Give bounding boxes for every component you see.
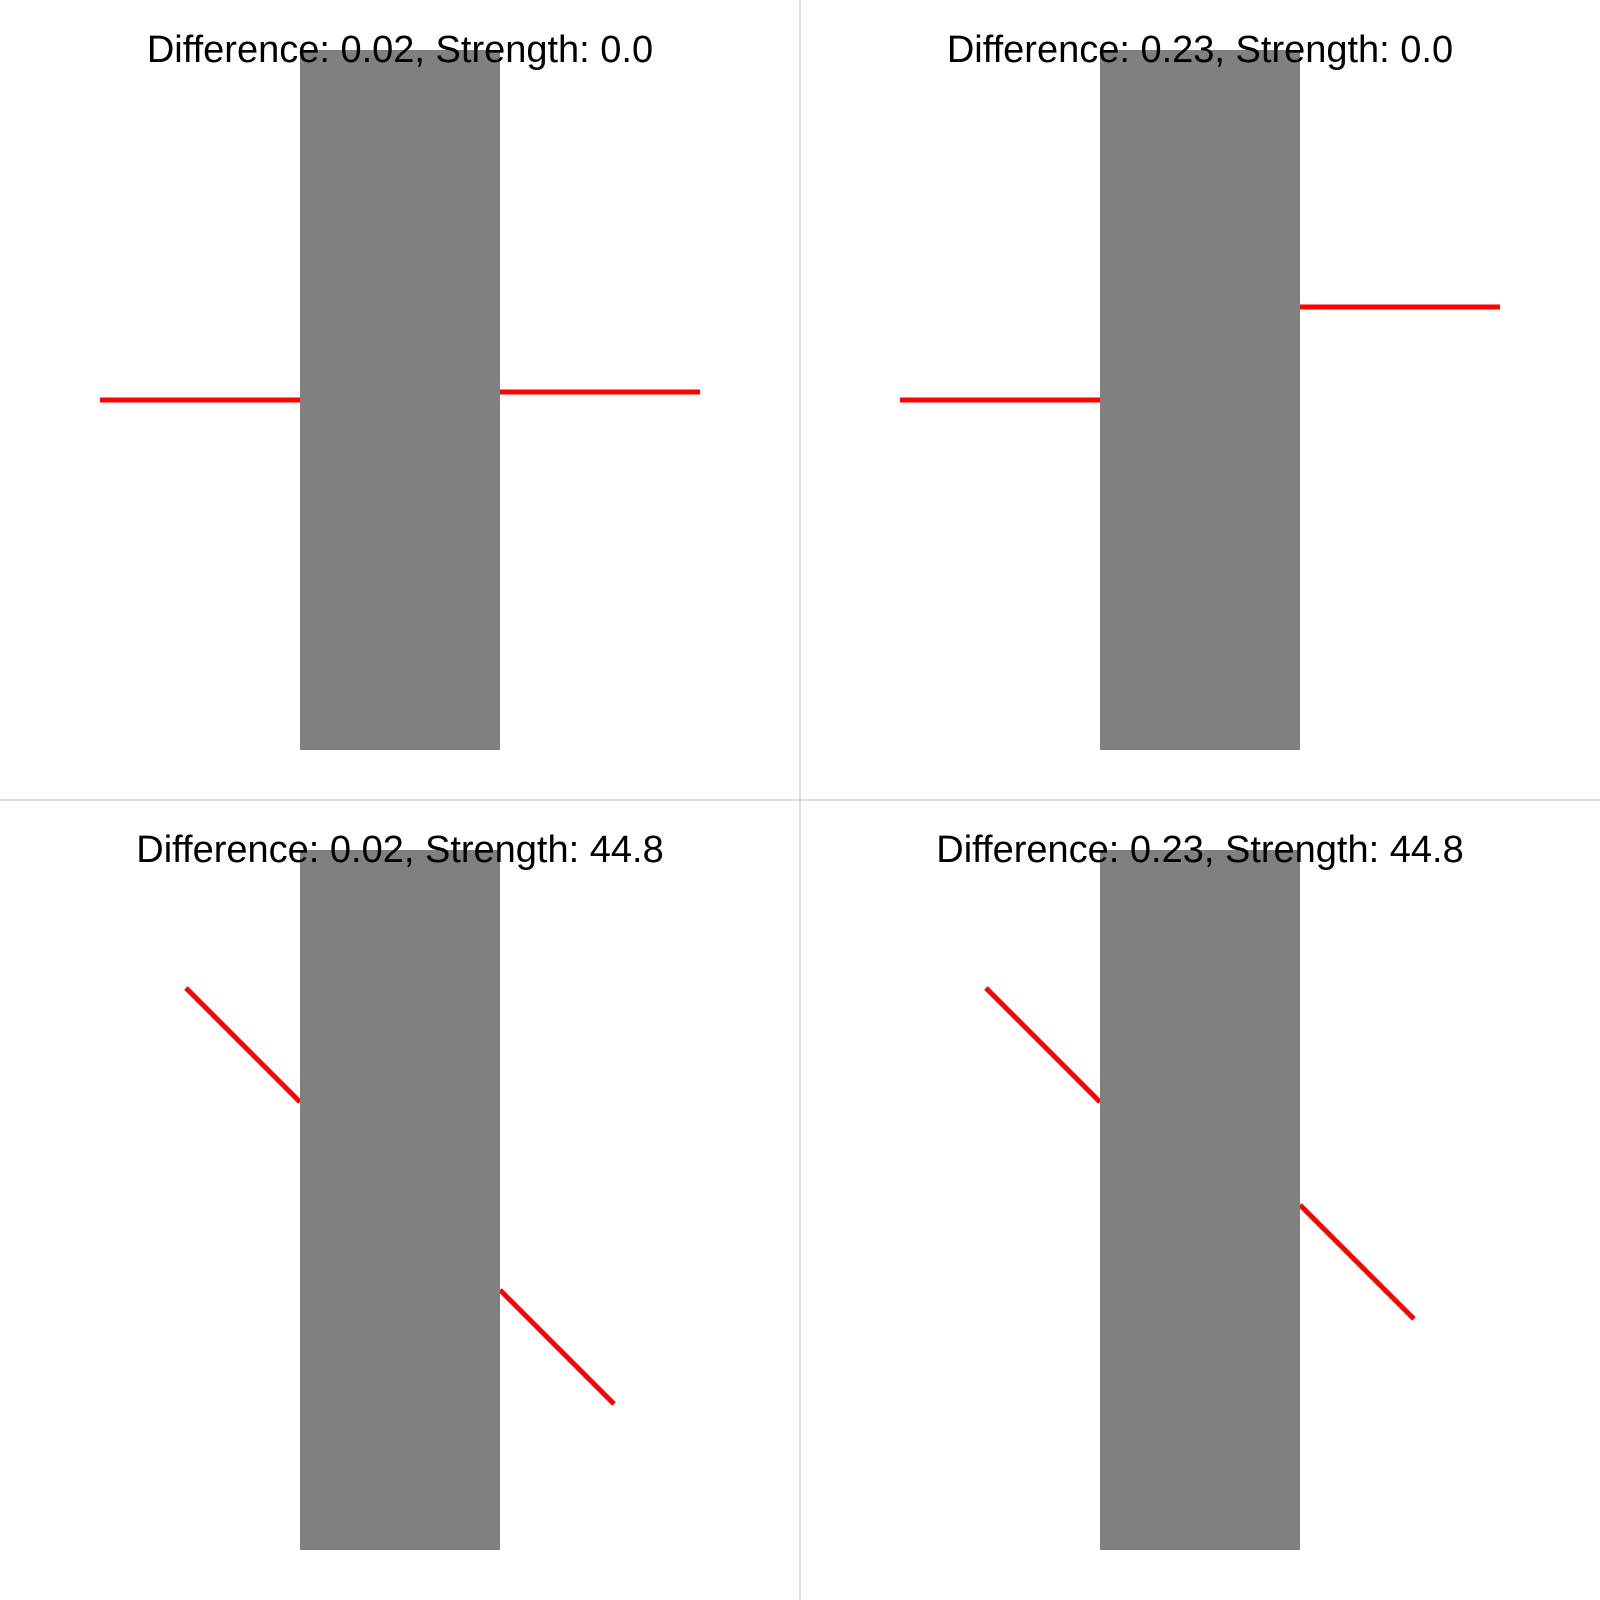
gray-occluder-bar — [1100, 50, 1300, 750]
gray-occluder-bar — [300, 850, 500, 1550]
red-line-right-segment — [1298, 1203, 1416, 1321]
red-line-left-segment — [984, 986, 1102, 1104]
panel-top-right: Difference: 0.23, Strength: 0.0 — [900, 29, 1500, 750]
red-line-right-segment — [498, 1288, 616, 1406]
panel-title: Difference: 0.23, Strength: 0.0 — [947, 29, 1453, 71]
panel-bottom-left: Difference: 0.02, Strength: 44.8 — [136, 829, 664, 1550]
panel-bottom-right: Difference: 0.23, Strength: 44.8 — [936, 829, 1464, 1550]
red-line-left-segment — [184, 986, 302, 1104]
gray-occluder-bar — [300, 50, 500, 750]
panel-title: Difference: 0.23, Strength: 44.8 — [936, 829, 1463, 871]
gray-occluder-bar — [1100, 850, 1300, 1550]
panel-title: Difference: 0.02, Strength: 44.8 — [136, 829, 663, 871]
panel-top-left: Difference: 0.02, Strength: 0.0 — [100, 29, 700, 750]
panel-title: Difference: 0.02, Strength: 0.0 — [147, 29, 653, 71]
